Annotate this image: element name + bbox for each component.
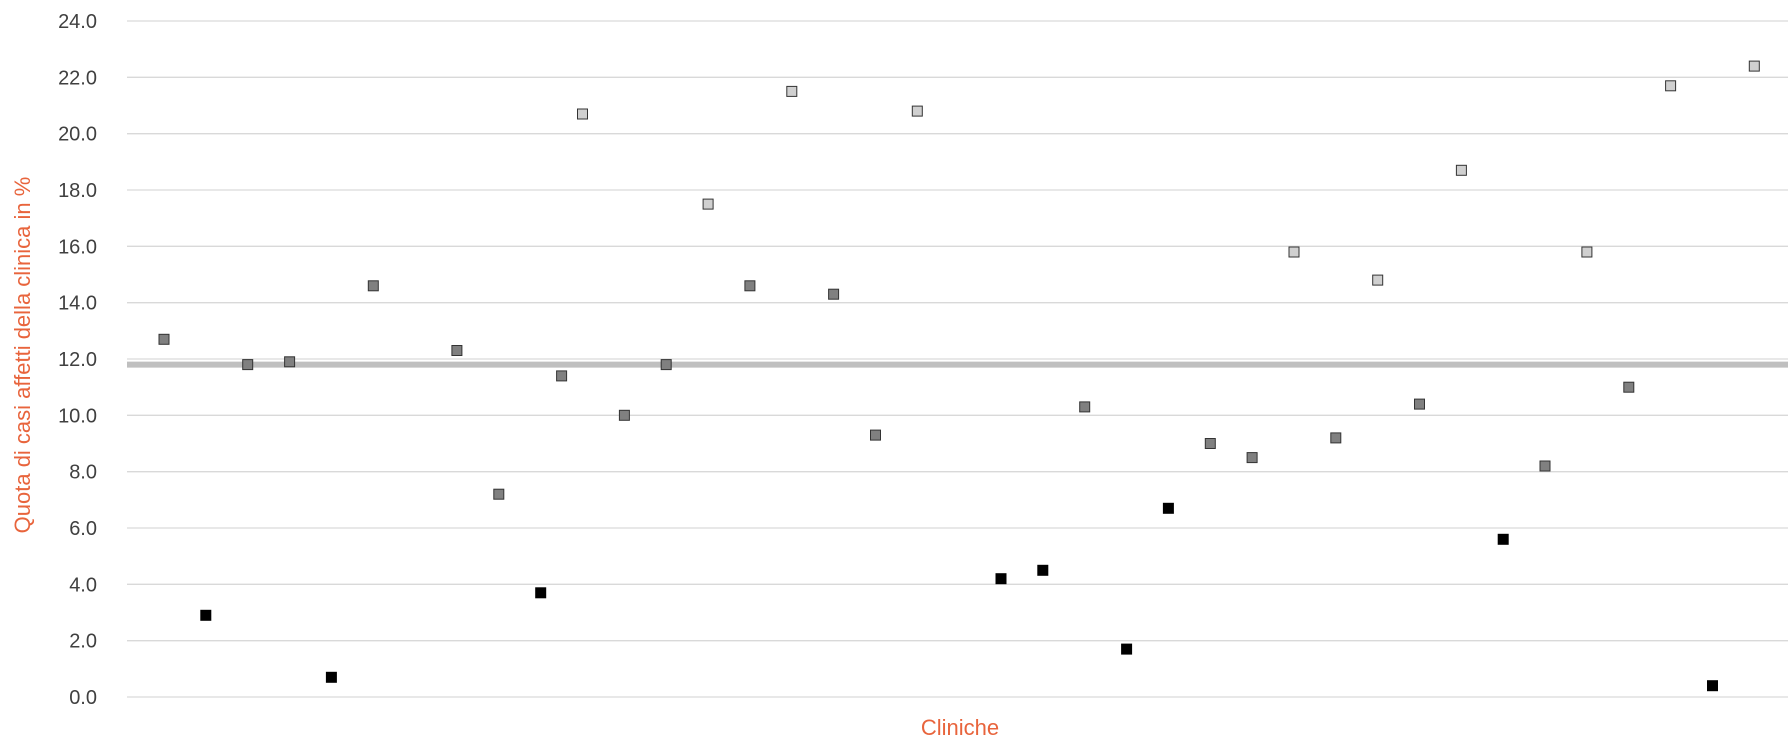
y-tick-label: 14.0 xyxy=(58,293,97,315)
data-point xyxy=(578,109,588,119)
data-point xyxy=(201,610,211,620)
data-point xyxy=(1498,534,1508,544)
data-point xyxy=(1038,565,1048,575)
y-tick-label: 16.0 xyxy=(58,236,97,258)
data-point xyxy=(787,86,797,96)
y-tick-label: 24.0 xyxy=(58,11,97,33)
y-tick-label: 6.0 xyxy=(69,518,97,540)
y-tick-label: 18.0 xyxy=(58,180,97,202)
data-point xyxy=(871,430,881,440)
y-tick-label: 8.0 xyxy=(69,462,97,484)
data-point xyxy=(326,672,336,682)
data-point xyxy=(1582,247,1592,257)
y-tick-label: 10.0 xyxy=(58,405,97,427)
data-point xyxy=(452,346,462,356)
data-point xyxy=(1415,399,1425,409)
y-tick-label: 4.0 xyxy=(69,574,97,596)
data-point xyxy=(1456,165,1466,175)
data-point xyxy=(1289,247,1299,257)
data-point xyxy=(1331,433,1341,443)
gridlines xyxy=(127,21,1788,697)
data-point xyxy=(619,410,629,420)
data-point xyxy=(368,281,378,291)
data-point xyxy=(661,360,671,370)
data-point xyxy=(1624,382,1634,392)
y-tick-label: 0.0 xyxy=(69,687,97,709)
y-axis-title: Quota di casi affetti della clinica in % xyxy=(10,177,35,534)
data-points xyxy=(159,61,1788,691)
y-tick-label: 20.0 xyxy=(58,124,97,146)
data-point xyxy=(285,357,295,367)
data-point xyxy=(1373,275,1383,285)
data-point xyxy=(557,371,567,381)
data-point xyxy=(912,106,922,116)
data-point xyxy=(1122,644,1132,654)
data-point xyxy=(1247,453,1257,463)
data-point xyxy=(1708,681,1718,691)
data-point xyxy=(1205,439,1215,449)
y-tick-labels: 0.0 2.0 4.0 6.0 8.0 10.0 12.0 14.0 16.0 18.0 20.0 2… xyxy=(58,11,97,709)
data-point xyxy=(1163,503,1173,513)
y-tick-label: 2.0 xyxy=(69,631,97,653)
data-point xyxy=(1666,81,1676,91)
data-point xyxy=(1540,461,1550,471)
data-point xyxy=(829,289,839,299)
data-point xyxy=(159,334,169,344)
data-point xyxy=(1749,61,1759,71)
y-tick-label: 12.0 xyxy=(58,349,97,371)
data-point xyxy=(1080,402,1090,412)
data-point xyxy=(745,281,755,291)
data-point xyxy=(996,574,1006,584)
data-point xyxy=(536,588,546,598)
x-axis-title: Cliniche xyxy=(921,715,999,740)
data-point xyxy=(494,489,504,499)
y-tick-label: 22.0 xyxy=(58,67,97,89)
data-point xyxy=(243,360,253,370)
data-point xyxy=(703,199,713,209)
